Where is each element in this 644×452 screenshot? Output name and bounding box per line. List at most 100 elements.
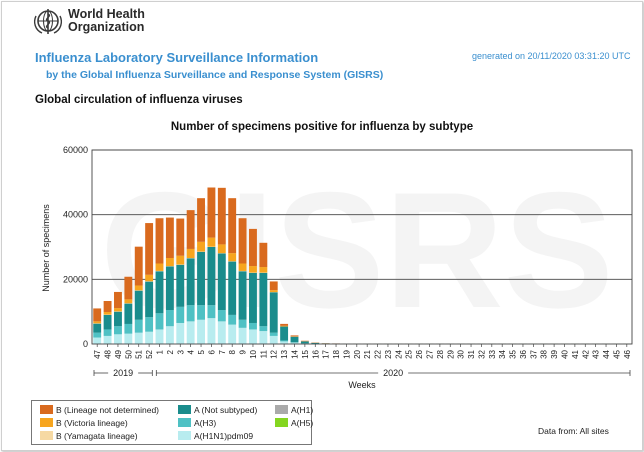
- x-tick-label: 34: [498, 349, 507, 358]
- bar-b-lineage-not-determined: [176, 218, 185, 256]
- x-tick-label: 27: [426, 349, 435, 358]
- x-axis-ticks: 47 48 49 50 51 52 1 2 3 4 5 6 7 8 9 10 11 12 13 14 15 16 17 18 1…: [93, 344, 632, 359]
- y-tick-label: 60000: [63, 145, 88, 155]
- bar-a-h1n1-pdm09: [249, 329, 257, 344]
- bar-b-lineage-not-determined: [290, 335, 299, 337]
- bar-a-not-subtyped: [103, 314, 112, 330]
- bar-a-not-subtyped: [238, 271, 247, 320]
- page-title: Influenza Laboratory Surveillance Inform…: [35, 50, 319, 65]
- bar-b-victoria-lineage: [259, 267, 268, 273]
- y-tick-label: 0: [83, 339, 88, 349]
- x-tick-label: 4: [187, 349, 196, 354]
- x-tick-label: 1: [156, 349, 165, 354]
- generated-timestamp: generated on 20/11/2020 03:31:20 UTC: [472, 51, 631, 61]
- bar-b-lineage-not-determined: [217, 187, 226, 245]
- bar-b-victoria-lineage: [124, 299, 133, 304]
- bar-b-victoria-lineage: [238, 263, 247, 271]
- x-tick-label: 2: [166, 349, 175, 354]
- bar-b-victoria-lineage: [155, 263, 164, 271]
- bar-b-victoria-lineage: [114, 308, 122, 312]
- legend-label: A(H5): [291, 418, 314, 428]
- x-tick-label: 9: [239, 349, 248, 354]
- bar-a-h3: [238, 319, 247, 328]
- bar-a-not-subtyped: [249, 272, 257, 323]
- x-tick-label: 25: [405, 349, 414, 358]
- bar-a-h3: [228, 314, 237, 325]
- bar-a-h3: [145, 317, 154, 332]
- chart-bars: [93, 187, 631, 344]
- bar-a-h1n1-pdm09: [290, 342, 299, 344]
- legend-swatch: [178, 431, 191, 440]
- x-tick-label: 6: [207, 349, 216, 354]
- x-tick-label: 52: [145, 349, 154, 358]
- bar-a-not-subtyped: [114, 311, 122, 327]
- x-tick-label: 45: [612, 349, 621, 358]
- bar-b-lineage-not-determined: [269, 281, 278, 291]
- bar-a-not-subtyped: [124, 303, 133, 324]
- x-tick-label: 19: [342, 349, 351, 358]
- legend-swatch: [275, 418, 288, 427]
- bar-b-lineage-not-determined: [124, 276, 133, 300]
- bar-a-h1n1-pdm09: [217, 321, 226, 344]
- x-axis-label: Weeks: [348, 380, 376, 390]
- legend-item: A(H5): [275, 418, 313, 428]
- bar-b-victoria-lineage: [207, 237, 216, 247]
- section-title: Global circulation of influenza viruses: [35, 94, 243, 106]
- bar-b-victoria-lineage: [176, 255, 185, 265]
- data-source-note: Data from: All sites: [538, 426, 609, 436]
- year-label: 2019: [113, 368, 133, 378]
- bar-a-h1n1-pdm09: [165, 326, 174, 344]
- bar-b-victoria-lineage: [269, 290, 278, 293]
- bar-b-lineage-not-determined: [93, 308, 102, 322]
- bar-a-not-subtyped: [134, 290, 143, 320]
- bar-b-victoria-lineage: [228, 253, 237, 262]
- bar-b-victoria-lineage: [280, 325, 289, 327]
- legend-label: B (Lineage not determined): [56, 405, 160, 415]
- x-tick-label: 48: [104, 349, 113, 358]
- bar-b-victoria-lineage: [186, 248, 195, 258]
- bar-a-h1n1-pdm09: [114, 334, 122, 344]
- x-tick-label: 28: [436, 349, 445, 358]
- bar-a-not-subtyped: [145, 281, 154, 318]
- x-tick-label: 42: [581, 349, 590, 358]
- x-tick-label: 35: [509, 349, 518, 358]
- bar-a-h1n1-pdm09: [238, 327, 247, 344]
- bar-b-lineage-not-determined: [114, 291, 122, 309]
- bar-a-h3: [207, 305, 216, 319]
- bar-b-lineage-not-determined: [197, 198, 205, 242]
- bar-a-h3: [197, 305, 205, 320]
- legend-item: A(H3): [178, 418, 216, 428]
- legend-item: A(H1N1)pdm09: [178, 431, 253, 441]
- chart-legend: B (Lineage not determined) B (Victoria li…: [31, 400, 314, 445]
- bar-a-h1n1-pdm09: [259, 331, 268, 344]
- x-tick-label: 37: [529, 349, 538, 358]
- who-emblem-icon: [33, 9, 63, 34]
- bar-b-victoria-lineage: [197, 241, 205, 252]
- bar-a-h1n1-pdm09: [197, 319, 205, 344]
- bar-a-not-subtyped: [300, 341, 309, 344]
- bar-a-h1n1-pdm09: [155, 329, 164, 344]
- bar-a-h3: [124, 323, 133, 334]
- bar-b-victoria-lineage: [217, 244, 226, 254]
- chart-watermark: GISRS: [100, 158, 613, 342]
- bar-b-lineage-not-determined: [228, 198, 237, 254]
- bar-a-h1n1-pdm09: [134, 332, 143, 344]
- bar-a-h1n1-pdm09: [228, 324, 237, 344]
- y-tick-label: 40000: [63, 210, 88, 220]
- y-axis-ticks: 0 20000 40000 60000: [63, 145, 88, 349]
- chart-title: Number of specimens positive for influen…: [170, 121, 474, 133]
- legend-item: B (Lineage not determined): [40, 405, 159, 415]
- x-tick-label: 32: [477, 349, 486, 358]
- bar-b-lineage-not-determined: [145, 223, 154, 275]
- legend-label: A(H1): [291, 405, 314, 415]
- legend-item: A (Not subtyped): [178, 405, 257, 415]
- bar-a-h1n1-pdm09: [176, 322, 185, 344]
- bar-a-h1n1-pdm09: [269, 335, 278, 344]
- bar-b-victoria-lineage: [145, 274, 154, 282]
- bar-a-h3: [280, 340, 289, 342]
- bar-a-not-subtyped: [197, 251, 205, 306]
- x-tick-label: 33: [488, 349, 497, 358]
- x-tick-label: 3: [176, 349, 185, 354]
- bar-a-h3: [134, 319, 143, 333]
